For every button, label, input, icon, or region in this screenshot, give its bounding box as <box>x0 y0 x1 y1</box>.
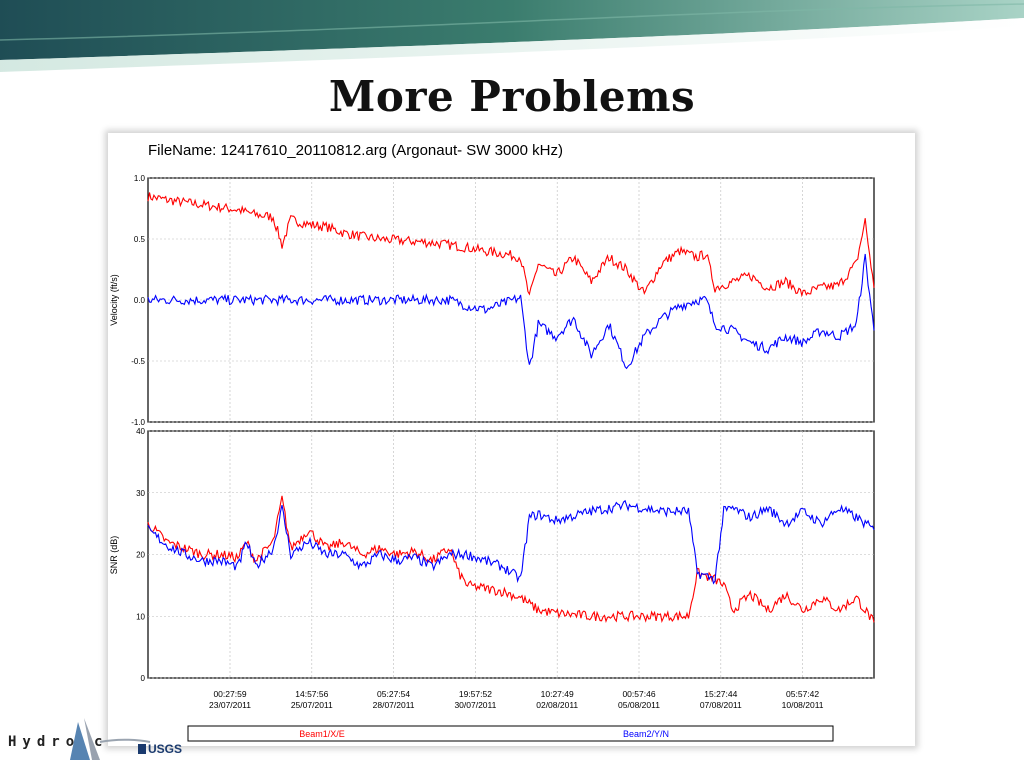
snr-series <box>147 495 875 624</box>
velocity-y-tick-label: 0.5 <box>134 235 146 244</box>
x-tick-time-label: 15:27:44 <box>704 689 737 699</box>
x-tick-date-label: 05/08/2011 <box>618 700 660 710</box>
velocity-series <box>147 192 875 370</box>
snr-series-beam2-line <box>147 499 875 585</box>
x-tick-date-label: 02/08/2011 <box>536 700 578 710</box>
velocity-axis-label: Velocity (ft/s) <box>109 274 119 326</box>
chart-canvas: FileName: 12417610_20110812.arg (Argonau… <box>109 142 875 742</box>
snr-y-tick-label: 30 <box>136 489 145 498</box>
velocity-y-tick-label: 0.0 <box>134 296 146 305</box>
x-tick-time-label: 00:57:46 <box>622 689 655 699</box>
x-tick-date-label: 07/08/2011 <box>700 700 742 710</box>
x-tick-date-label: 30/07/2011 <box>454 700 496 710</box>
velocity-y-tick-label: -1.0 <box>131 418 145 427</box>
x-tick-date-label: 10/08/2011 <box>782 700 824 710</box>
legend-item-beam1: Beam1/X/E <box>299 729 345 739</box>
logo-area: Hydro c USGS <box>0 712 210 768</box>
snr-y-ticks: 40 30 20 10 0 <box>136 427 145 683</box>
velocity-grid <box>148 177 874 423</box>
logo-text: Hydro <box>8 734 81 750</box>
velocity-y-tick-label: 1.0 <box>134 174 146 183</box>
legend-item-beam2: Beam2/Y/N <box>623 729 669 739</box>
snr-y-tick-label: 0 <box>141 674 146 683</box>
snr-y-tick-label: 20 <box>136 551 145 560</box>
velocity-y-ticks: 1.0 0.5 0.0 -0.5 -1.0 <box>131 174 145 427</box>
x-tick-date-label: 23/07/2011 <box>209 700 251 710</box>
hydroacoustic-logo-icon <box>70 718 151 760</box>
velocity-series-beam2-line <box>147 253 875 370</box>
x-tick-time-label: 05:27:54 <box>377 689 410 699</box>
chart-title: FileName: 12417610_20110812.arg (Argonau… <box>148 142 563 159</box>
snr-grid <box>148 430 874 679</box>
slide-title: More Problems <box>328 72 696 121</box>
snr-y-tick-label: 40 <box>136 427 145 436</box>
x-tick-date-label: 28/07/2011 <box>373 700 415 710</box>
usgs-logo: USGS <box>148 742 183 756</box>
x-tick-time-label: 19:57:52 <box>459 689 492 699</box>
velocity-series-beam1-line <box>147 192 875 298</box>
velocity-y-tick-label: -0.5 <box>131 357 145 366</box>
snr-series-beam1-line <box>147 495 875 624</box>
x-tick-date-label: 25/07/2011 <box>291 700 333 710</box>
x-tick-time-label: 14:57:56 <box>295 689 328 699</box>
snr-axis-label: SNR (dB) <box>109 536 119 575</box>
x-tick-time-label: 00:27:59 <box>213 689 246 699</box>
plot-panel: FileName: 12417610_20110812.arg (Argonau… <box>108 133 915 746</box>
legend-box <box>187 725 834 742</box>
x-tick-time-label: 10:27:49 <box>541 689 574 699</box>
logo-text-trailing: c <box>94 734 109 750</box>
snr-y-tick-label: 10 <box>136 612 145 621</box>
x-tick-time-label: 05:57:42 <box>786 689 819 699</box>
header-banner <box>0 0 1024 72</box>
